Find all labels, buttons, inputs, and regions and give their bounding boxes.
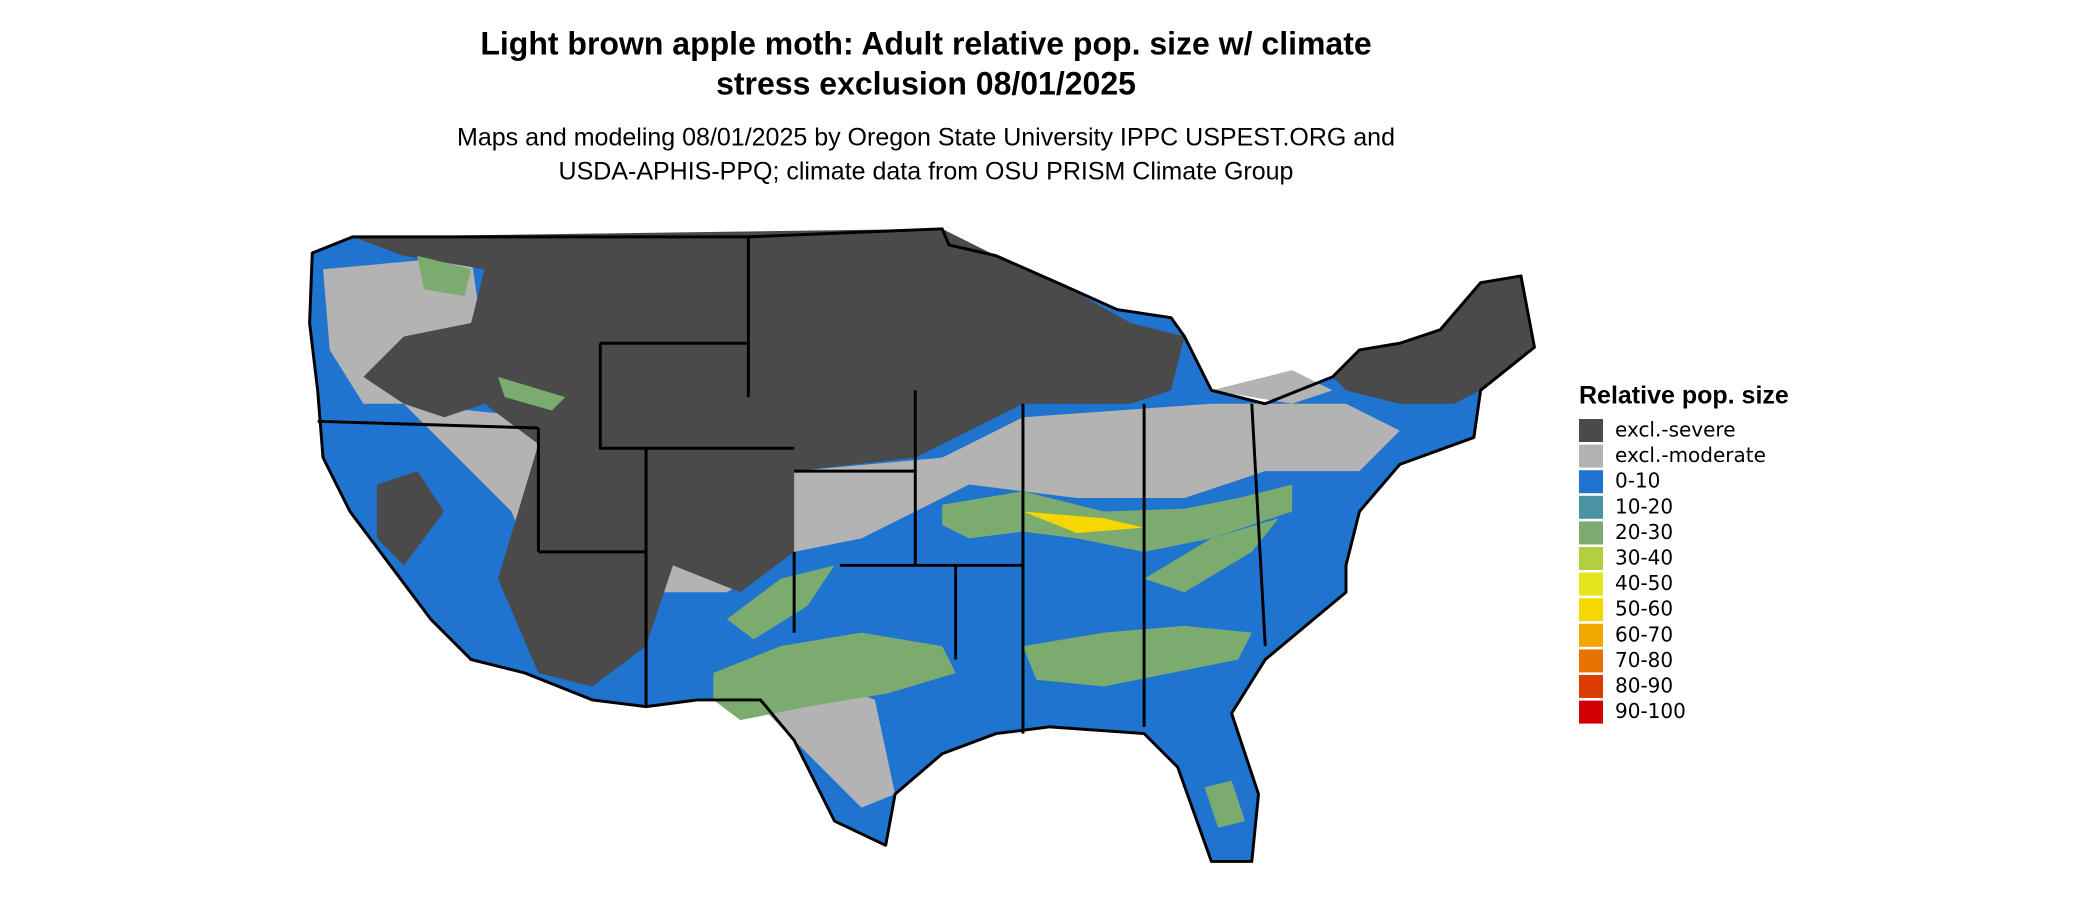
subtitle: USDA-APHIS-PPQ; climate data from OSU PR… [559,158,1294,186]
map-region [498,376,566,411]
map-region [1204,780,1246,828]
state-border [317,236,1267,734]
map-region [1211,370,1333,404]
legend-label: 0-10 [1615,469,1660,493]
map-region [713,632,956,721]
legend-label: 80-90 [1615,674,1673,698]
legend-label: 30-40 [1615,546,1673,570]
legend-swatch [1579,623,1603,647]
legend-label: 90-100 [1615,699,1686,723]
legend-label: 60-70 [1615,622,1673,646]
legend-swatch [1579,419,1603,442]
map-region [352,228,1185,687]
legend-label: 20-30 [1615,520,1673,544]
map-region [942,484,1293,552]
legend-title: Relative pop. size [1579,382,1789,410]
map-region [1022,625,1252,687]
map-region [1022,511,1145,534]
legend-label: 50-60 [1615,597,1673,621]
legend-swatch [1579,470,1603,494]
legend-swatch [1579,495,1603,519]
legend-label: 40-50 [1615,571,1673,595]
legend-label: 10-20 [1615,494,1673,518]
legend-swatch [1579,572,1603,596]
legend-swatch [1579,700,1603,724]
legend-swatch [1579,649,1603,673]
legend-label: excl.-severe [1615,418,1736,442]
map-region [1144,518,1279,593]
title: stress exclusion 08/01/2025 [716,65,1136,101]
legend-label: excl.-moderate [1615,443,1766,467]
legend-swatch [1579,675,1603,698]
map-region [417,255,472,297]
legend-swatch [1579,547,1603,570]
title: Light brown apple moth: Adult relative p… [480,25,1371,61]
legend-label: 70-80 [1615,648,1673,672]
legend-swatch [1579,598,1603,622]
legend: excl.-severeexcl.-moderate0-1010-2020-30… [1579,418,1766,724]
country-border [308,227,1536,863]
map [308,227,1536,863]
map-region [1332,275,1535,404]
subtitle: Maps and modeling 08/01/2025 by Oregon S… [457,124,1395,152]
map-region [726,565,835,640]
legend-swatch [1579,521,1603,545]
map-region [376,471,445,566]
legend-swatch [1579,444,1603,468]
